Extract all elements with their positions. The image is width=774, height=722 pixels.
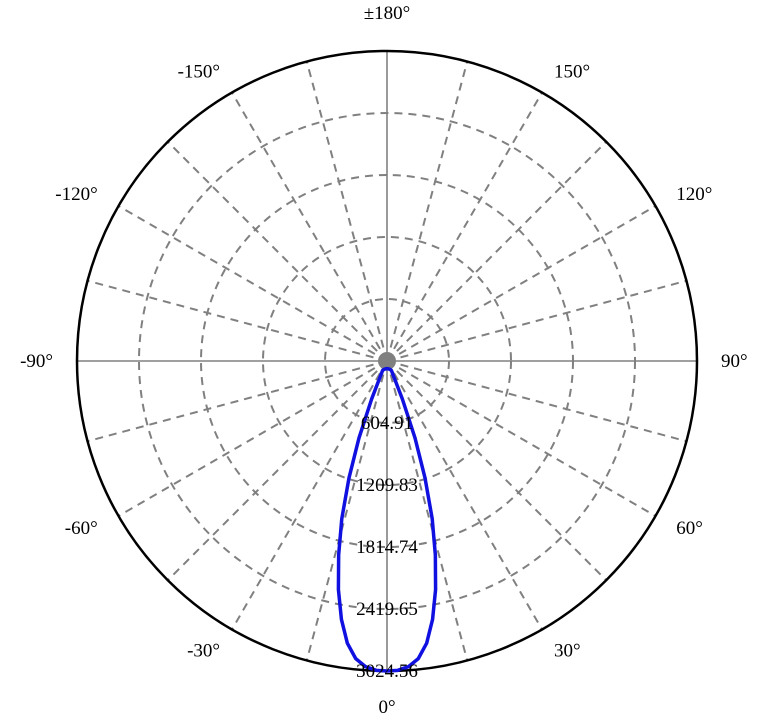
polar-chart: 604.91 1209.83 1814.74 2419.65 3024.56 ±180° -…: [0, 0, 774, 722]
angle-label: -60°: [65, 518, 98, 539]
angle-label: 0°: [378, 697, 395, 718]
angle-label: ±180°: [364, 3, 411, 24]
angle-label: -150°: [178, 62, 220, 83]
angle-label: -120°: [55, 184, 97, 205]
radius-label: 2419.65: [356, 599, 418, 620]
angle-label: 120°: [676, 184, 712, 205]
angle-label: -30°: [187, 640, 220, 661]
angle-label: 150°: [554, 62, 590, 83]
angle-label: -90°: [20, 351, 53, 372]
angle-label: 60°: [676, 518, 703, 539]
radius-label: 1209.83: [356, 475, 418, 496]
radius-label: 1814.74: [356, 537, 418, 558]
radius-label: 604.91: [361, 413, 413, 434]
angle-label: 30°: [554, 640, 581, 661]
angle-label: 90°: [721, 351, 748, 372]
radius-label: 3024.56: [356, 661, 418, 682]
